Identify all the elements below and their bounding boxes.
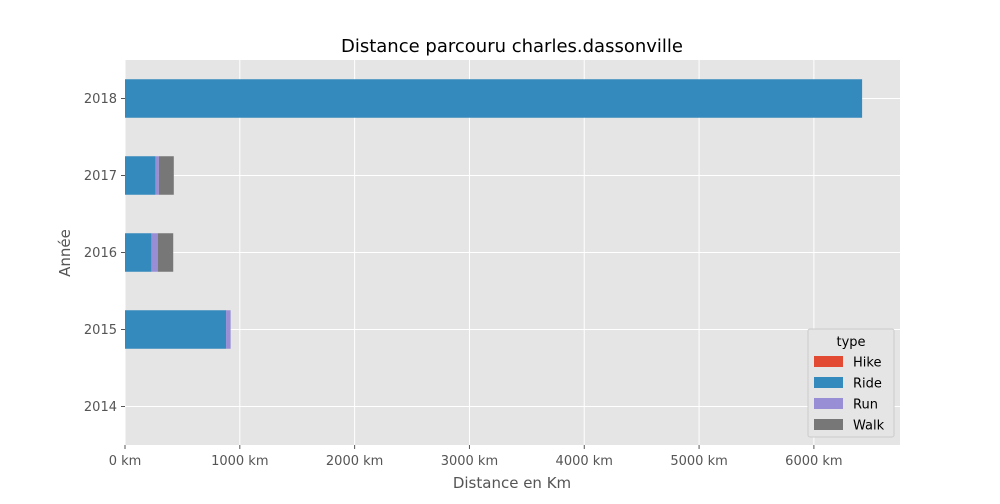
legend: type Hike Ride Run Walk <box>807 328 895 438</box>
bar-ride-2015 <box>125 310 227 349</box>
y-tick-label: 2015 <box>84 323 117 338</box>
x-tick-label: 2000 km <box>326 454 383 469</box>
bar-ride-2017 <box>125 156 156 195</box>
chart-title: Distance parcouru charles.dassonville <box>341 36 683 57</box>
axes: 0 km 1000 km 2000 km 3000 km 4000 km 5000 km 6… <box>84 92 843 469</box>
x-tick-label: 4000 km <box>556 454 613 469</box>
x-tick-label: 0 km <box>109 454 142 469</box>
x-tick-label: 6000 km <box>785 454 842 469</box>
legend-label-ride: Ride <box>853 377 882 392</box>
bar-run-2016 <box>151 233 158 272</box>
y-tick-label: 2018 <box>84 92 117 107</box>
bar-run-2017 <box>155 156 159 195</box>
legend-swatch-ride <box>814 377 843 388</box>
y-tick-label: 2016 <box>84 246 117 261</box>
y-tick-label: 2014 <box>84 400 117 415</box>
legend-swatch-walk <box>814 419 843 430</box>
grid <box>124 60 900 445</box>
legend-label-walk: Walk <box>853 419 885 434</box>
bar-ride-2016 <box>125 233 152 272</box>
x-tick-label: 5000 km <box>670 454 727 469</box>
y-tick-label: 2017 <box>84 169 117 184</box>
legend-title: type <box>836 335 865 350</box>
legend-swatch-hike <box>814 356 843 367</box>
bar-walk-2016 <box>157 233 174 272</box>
bar-walk-2017 <box>158 156 174 195</box>
bar-ride-2018 <box>125 79 863 118</box>
bar-run-2015 <box>226 310 231 349</box>
legend-label-hike: Hike <box>853 356 881 371</box>
x-axis-label: Distance en Km <box>453 474 571 492</box>
bars <box>125 79 863 349</box>
x-tick-label: 1000 km <box>211 454 268 469</box>
y-axis-label: Année <box>56 229 74 277</box>
legend-label-run: Run <box>853 398 878 413</box>
legend-items: Hike Ride Run Walk <box>814 356 885 434</box>
legend-swatch-run <box>814 398 843 409</box>
x-tick-label: 3000 km <box>441 454 498 469</box>
